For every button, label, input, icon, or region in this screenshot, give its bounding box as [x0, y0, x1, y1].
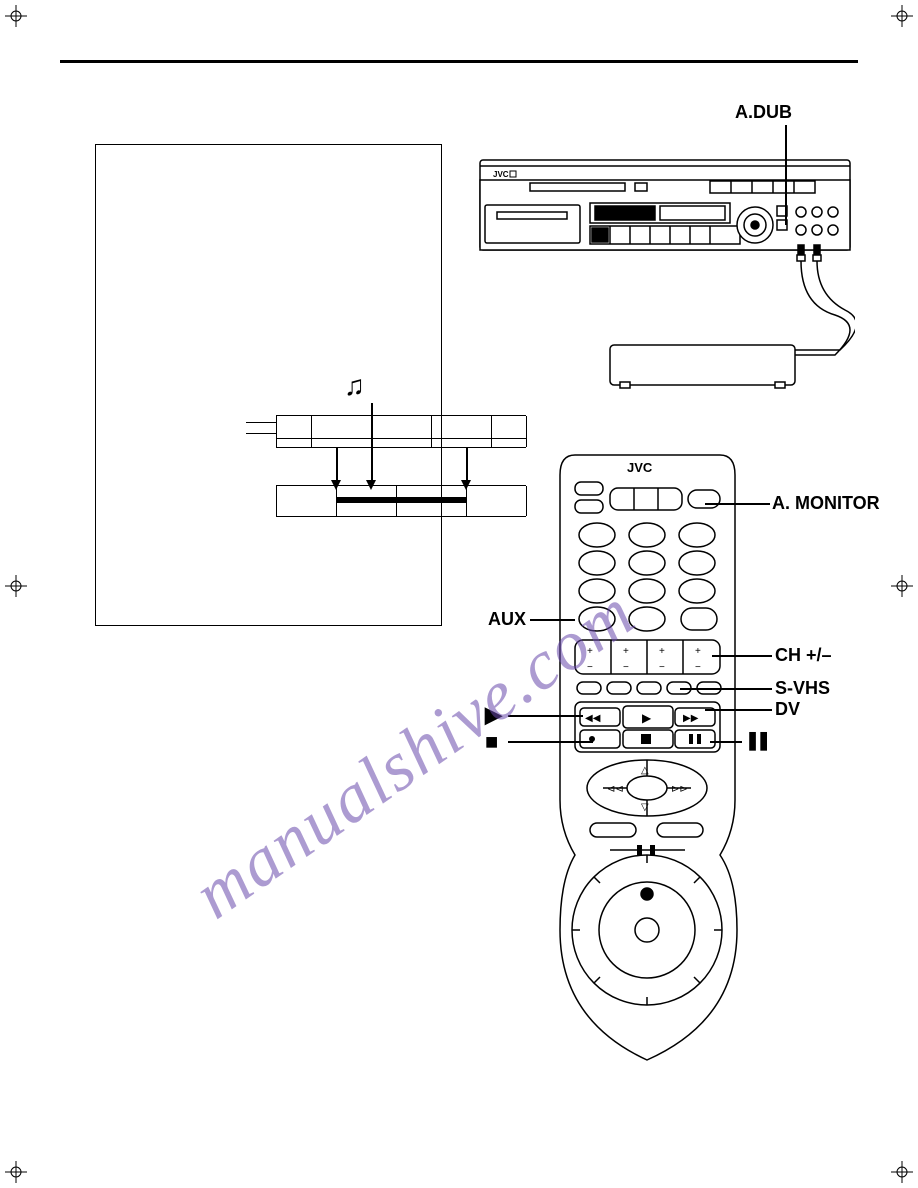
track-edge-left-2 — [246, 433, 276, 434]
svg-text:▽: ▽ — [641, 802, 649, 813]
brand-label-device: JVC — [493, 170, 509, 179]
leader-play — [508, 715, 583, 717]
svg-text:⊳⊳: ⊳⊳ — [671, 784, 688, 795]
svg-text:−: − — [695, 662, 701, 673]
label-adub: A.DUB — [735, 102, 792, 123]
play-icon: ▶ — [485, 702, 502, 728]
crop-mark-tl — [5, 5, 27, 27]
audio-dub-track-diagram: ♫ — [246, 405, 526, 535]
vcr-device-illustration: JVC — [475, 150, 855, 400]
leader-amonitor — [705, 503, 770, 505]
crop-mark-br — [891, 1161, 913, 1183]
crop-mark-mr — [891, 575, 913, 597]
leader-dv — [705, 709, 772, 711]
svg-text:−: − — [587, 662, 593, 673]
header-rule — [60, 60, 858, 63]
svg-text:▶: ▶ — [642, 711, 652, 725]
svg-text:+: + — [659, 646, 665, 657]
crop-mark-bl — [5, 1161, 27, 1183]
leader-pause — [710, 741, 742, 743]
label-chpm: CH +/– — [775, 645, 832, 666]
leader-stop — [508, 741, 593, 743]
leader-adub — [785, 125, 787, 225]
track-edge-left-1 — [246, 422, 276, 423]
label-aux: AUX — [488, 609, 526, 630]
leader-chpm — [712, 655, 772, 657]
remote-control-illustration: JVC + − — [555, 450, 740, 1070]
track-normal-audio — [276, 415, 526, 439]
label-amonitor: A. MONITOR — [772, 493, 880, 514]
leader-svhs — [680, 688, 772, 690]
label-dv: DV — [775, 699, 800, 720]
svg-text:◀◀: ◀◀ — [585, 713, 601, 724]
arrow-line-right — [466, 447, 468, 481]
crop-mark-tr — [891, 5, 913, 27]
leader-aux — [530, 619, 575, 621]
pause-icon: ❚❚ — [745, 730, 767, 751]
track-diagram-box: ♫ — [95, 144, 442, 626]
svg-text:JVC: JVC — [627, 460, 653, 475]
crop-mark-ml — [5, 575, 27, 597]
svg-text:▶▶: ▶▶ — [683, 713, 699, 724]
svg-text:⊲⊲: ⊲⊲ — [607, 784, 624, 795]
stop-icon: ■ — [485, 729, 498, 755]
svg-text:△: △ — [641, 765, 649, 776]
dubbed-segment — [336, 497, 466, 503]
svg-text:+: + — [623, 646, 629, 657]
svg-text:−: − — [659, 662, 665, 673]
svg-text:+: + — [695, 646, 701, 657]
label-svhs: S-VHS — [775, 678, 830, 699]
arrow-line-left — [336, 447, 338, 481]
svg-text:−: − — [623, 662, 629, 673]
music-note-icon: ♫ — [344, 370, 365, 402]
svg-text:+: + — [587, 646, 593, 657]
track-hifi-audio — [276, 437, 526, 448]
